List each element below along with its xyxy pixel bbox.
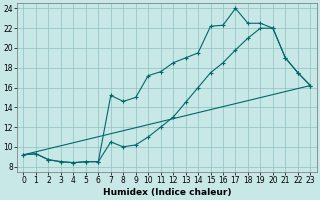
X-axis label: Humidex (Indice chaleur): Humidex (Indice chaleur) <box>103 188 231 197</box>
